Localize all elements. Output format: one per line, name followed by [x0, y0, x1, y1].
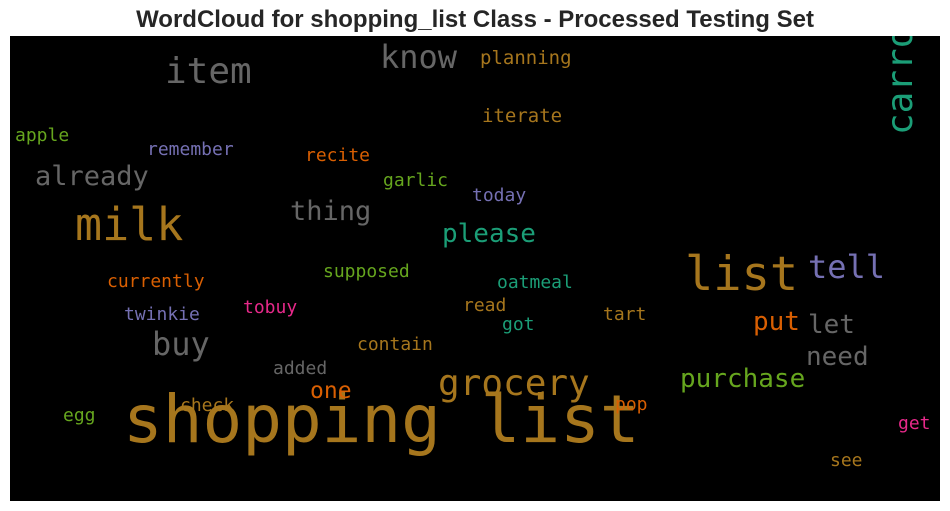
word-put: put	[753, 307, 800, 337]
word-grocery: grocery	[438, 363, 590, 404]
wordcloud: shopping list list milk grocery item buy carro…	[10, 36, 940, 501]
word-need: need	[806, 342, 869, 372]
word-remember: remember	[147, 139, 234, 160]
word-carrot: carrot	[880, 36, 921, 135]
word-got: got	[502, 314, 535, 335]
word-thing: thing	[290, 196, 371, 227]
word-tart: tart	[603, 304, 646, 325]
word-supposed: supposed	[323, 261, 410, 282]
word-oatmeal: oatmeal	[497, 272, 573, 293]
word-buy: buy	[152, 325, 210, 363]
word-group: shopping list list milk grocery item buy carro…	[15, 36, 931, 471]
word-item: item	[165, 51, 252, 92]
word-iterate: iterate	[482, 105, 562, 127]
word-tobuy: tobuy	[243, 297, 297, 318]
word-let: let	[808, 310, 855, 340]
word-pop: pop	[615, 394, 648, 415]
word-know: know	[380, 38, 458, 76]
word-see: see	[830, 450, 863, 471]
word-recite: recite	[305, 145, 370, 166]
word-added: added	[273, 358, 327, 379]
word-today: today	[472, 185, 526, 206]
word-garlic: garlic	[383, 170, 448, 191]
word-check: check	[180, 395, 234, 416]
word-read: read	[463, 295, 506, 316]
chart-title: WordCloud for shopping_list Class - Proc…	[136, 6, 814, 33]
word-purchase: purchase	[680, 364, 805, 394]
word-get: get	[898, 413, 931, 434]
word-milk: milk	[75, 198, 183, 251]
word-currently: currently	[107, 271, 205, 292]
cloud-background	[10, 36, 940, 501]
word-planning: planning	[480, 47, 572, 69]
word-please: please	[442, 219, 536, 249]
word-list: list	[685, 247, 798, 302]
word-one: one	[310, 378, 352, 404]
word-tell: tell	[808, 248, 885, 286]
word-twinkie: twinkie	[124, 304, 200, 325]
word-shopping-list: shopping list	[123, 381, 640, 458]
word-egg: egg	[63, 405, 96, 426]
word-apple: apple	[15, 125, 69, 146]
word-contain: contain	[357, 334, 433, 355]
word-already: already	[35, 161, 149, 192]
